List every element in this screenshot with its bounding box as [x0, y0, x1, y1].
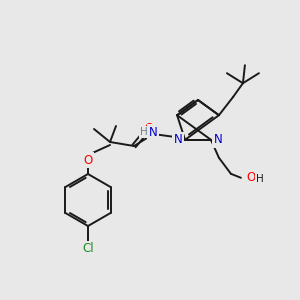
Text: H: H [256, 174, 264, 184]
Text: Cl: Cl [82, 242, 94, 256]
Text: N: N [148, 125, 158, 139]
Text: O: O [83, 154, 93, 166]
Text: O: O [144, 122, 154, 134]
Text: H: H [140, 127, 148, 137]
Text: N: N [174, 133, 182, 146]
Text: N: N [214, 133, 222, 146]
Text: O: O [246, 171, 256, 184]
